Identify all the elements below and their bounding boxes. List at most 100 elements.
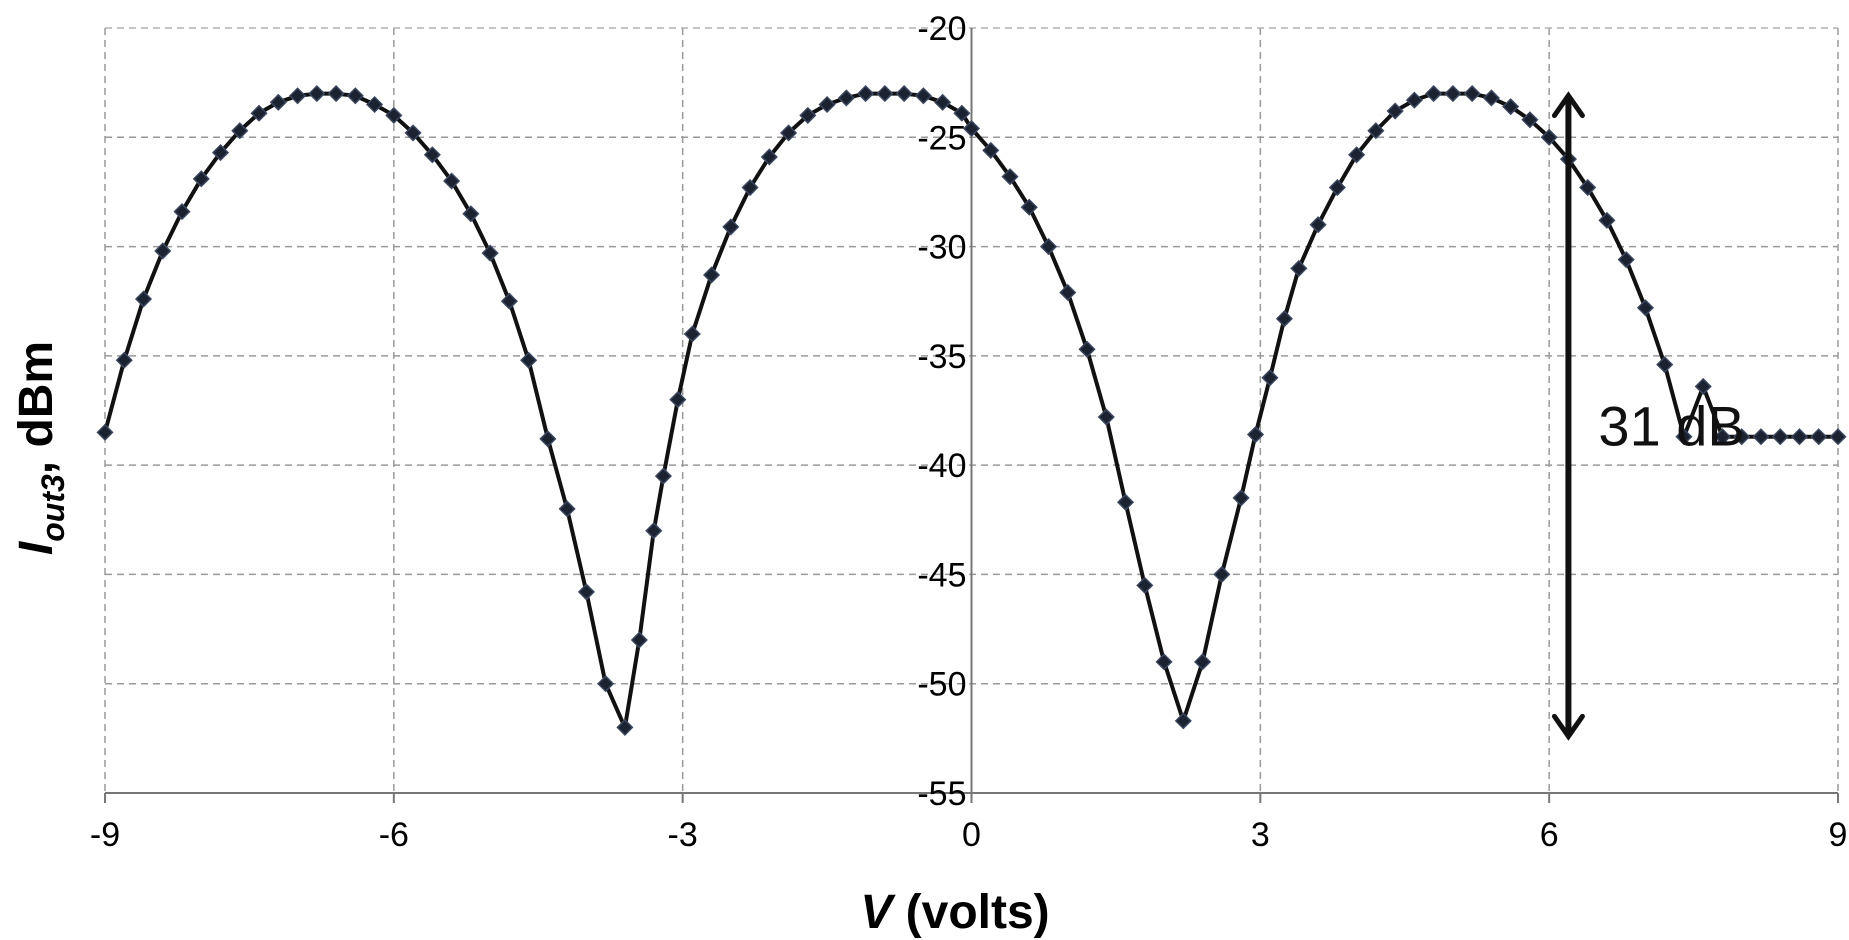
- data-point: [1275, 310, 1293, 328]
- data-point: [895, 85, 913, 103]
- data-point: [385, 106, 403, 124]
- data-point: [837, 89, 855, 107]
- data-point: [818, 95, 836, 114]
- x-tick-label: 3: [1251, 816, 1270, 854]
- x-tick-label: -3: [668, 816, 698, 854]
- data-point: [134, 290, 153, 308]
- y-axis-variable: I: [10, 540, 63, 555]
- data-point: [1213, 565, 1231, 583]
- data-point: [1790, 428, 1809, 446]
- data-point: [597, 675, 615, 693]
- data-point: [1482, 89, 1500, 107]
- data-point: [669, 391, 687, 409]
- data-point: [702, 266, 721, 284]
- data-point: [1675, 428, 1693, 446]
- data-point: [1771, 428, 1789, 446]
- data-point: [1136, 576, 1154, 594]
- data-point: [1521, 111, 1539, 129]
- data-point: [250, 104, 268, 122]
- data-point: [115, 351, 133, 369]
- data-point: [1097, 408, 1115, 426]
- x-axis-label-rest: (volts): [892, 886, 1049, 939]
- data-point: [577, 583, 595, 601]
- data-point: [1309, 216, 1327, 234]
- x-tick-labels: -9 -6 -3 0 3 6 9: [90, 816, 1848, 854]
- data-point: [616, 718, 634, 736]
- data-point: [1232, 489, 1250, 507]
- annotation-arrowhead-bottom: [1551, 713, 1585, 741]
- data-point: [1579, 178, 1597, 197]
- data-point: [760, 148, 778, 166]
- data-point: [346, 87, 364, 105]
- data-point: [914, 87, 932, 105]
- data-point: [1540, 128, 1558, 146]
- data-point: [192, 170, 210, 188]
- data-point: [962, 119, 981, 138]
- data-point: [1348, 146, 1366, 164]
- data-point: [288, 87, 307, 105]
- data-point: [1020, 198, 1038, 216]
- data-point: [173, 203, 191, 221]
- data-point: [539, 430, 557, 448]
- data-point: [327, 85, 345, 103]
- data-point: [1246, 425, 1265, 444]
- data-point: [1194, 653, 1212, 671]
- data-point: [1617, 251, 1635, 269]
- data-point: [1810, 428, 1828, 446]
- data-point: [630, 631, 648, 649]
- data-point: [722, 218, 740, 236]
- data-point: [1598, 211, 1616, 229]
- x-axis-label: V (volts): [860, 886, 1049, 939]
- data-series: [96, 85, 1847, 736]
- data-point: [799, 106, 817, 124]
- data-point: [154, 242, 172, 260]
- y-tick-label: -55: [917, 775, 966, 813]
- data-point: [934, 93, 952, 111]
- data-point: [857, 85, 875, 103]
- data-point: [520, 351, 538, 369]
- x-tick-label: 0: [962, 816, 981, 854]
- data-point: [953, 104, 971, 122]
- y-axis-subscript: out3: [35, 474, 71, 542]
- data-point: [1636, 299, 1655, 317]
- data-point: [741, 178, 759, 197]
- data-point: [96, 423, 114, 441]
- annotation-label: 31 dB: [1598, 394, 1744, 457]
- data-point: [1713, 428, 1732, 446]
- data-point: [1405, 91, 1423, 109]
- x-tick-label: -9: [90, 816, 120, 854]
- data-point: [1261, 369, 1279, 387]
- data-point: [1290, 259, 1308, 277]
- annotation: 31 dB: [1551, 91, 1745, 741]
- data-point: [1694, 377, 1712, 396]
- y-tick-label: -30: [917, 229, 966, 267]
- axes: [104, 28, 1839, 803]
- annotation-arrowhead-top: [1551, 91, 1585, 119]
- data-point: [1656, 356, 1674, 374]
- y-tick-label: -40: [917, 447, 966, 485]
- x-axis-variable: V: [860, 886, 896, 939]
- y-axis-label: Iout3, dBm: [10, 341, 71, 555]
- y-tick-label: -45: [917, 556, 966, 594]
- data-point: [1155, 653, 1173, 671]
- y-tick-label: -50: [917, 666, 966, 704]
- data-point: [1444, 85, 1462, 103]
- y-tick-label: -25: [917, 119, 966, 157]
- y-axis-label-rest: , dBm: [10, 341, 63, 474]
- data-point: [645, 522, 663, 540]
- data-point: [654, 467, 672, 485]
- data-point: [462, 205, 480, 223]
- data-point: [443, 172, 461, 190]
- y-tick-label: -20: [917, 10, 966, 48]
- data-point: [1001, 168, 1019, 186]
- data-point: [1502, 98, 1520, 116]
- data-point: [211, 144, 230, 162]
- data-point: [269, 93, 287, 111]
- data-point: [404, 124, 422, 142]
- data-point: [1829, 428, 1847, 446]
- data-point: [1752, 428, 1770, 446]
- data-point: [366, 95, 384, 114]
- data-point: [1116, 493, 1135, 511]
- data-point: [1367, 122, 1385, 140]
